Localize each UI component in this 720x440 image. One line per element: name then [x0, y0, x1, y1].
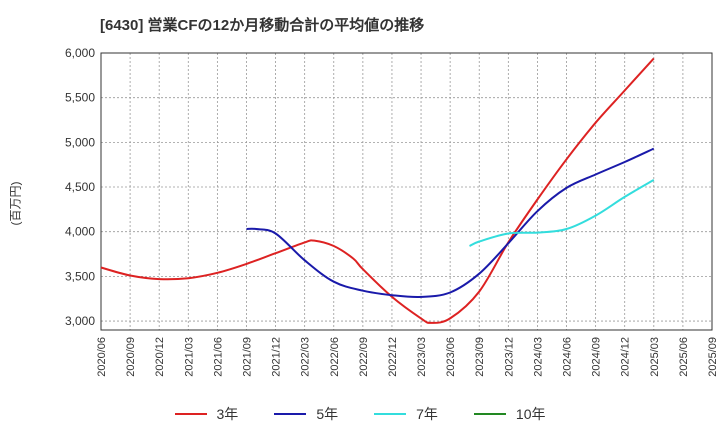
- y-tick-label: 6,000: [65, 46, 95, 60]
- x-tick-label: 2022/03: [300, 337, 312, 377]
- legend-label: 7年: [416, 406, 438, 422]
- y-tick-label: 3,000: [65, 314, 95, 328]
- series-line-5年: [246, 147, 655, 299]
- legend-item: 5年: [274, 404, 338, 424]
- x-tick-label: 2022/12: [387, 337, 399, 377]
- x-tick-label: 2021/03: [183, 337, 195, 377]
- x-tick-label: 2020/09: [125, 337, 137, 377]
- y-tick-label: 5,000: [65, 135, 95, 149]
- x-tick-label: 2021/09: [241, 337, 253, 377]
- y-tick-label: 3,500: [65, 269, 95, 283]
- x-tick-label: 2023/03: [416, 337, 428, 377]
- x-tick-label: 2024/12: [620, 337, 632, 377]
- x-tick-label: 2022/06: [329, 337, 341, 377]
- y-tick-label: 5,500: [65, 91, 95, 105]
- x-tick-label: 2025/06: [678, 337, 690, 377]
- legend-item: 10年: [473, 404, 546, 424]
- chart-legend: 3年 5年 7年 10年: [0, 404, 720, 424]
- plot-frame: [100, 52, 713, 331]
- x-tick-label: 2023/09: [474, 337, 486, 377]
- y-tick-label: 4,000: [65, 225, 95, 239]
- x-tick-label: 2024/09: [591, 337, 603, 377]
- x-tick-label: 2021/06: [212, 337, 224, 377]
- legend-label: 5年: [316, 406, 339, 422]
- x-tick-label: 2023/06: [445, 337, 457, 377]
- plot-background: [101, 53, 712, 330]
- x-tick-label: 2025/03: [649, 337, 661, 377]
- legend-label: 10年: [515, 406, 546, 422]
- legend-label: 3年: [216, 406, 239, 422]
- x-tick-label: 2024/03: [532, 337, 544, 377]
- x-tick-label: 2023/12: [503, 337, 515, 377]
- x-tick-label: 2020/12: [154, 337, 166, 377]
- legend-swatch: [473, 413, 506, 415]
- x-tick-label: 2022/09: [358, 337, 370, 377]
- series-line-7年: [469, 179, 655, 247]
- legend-swatch: [274, 413, 307, 415]
- legend-swatch: [374, 413, 407, 415]
- y-tick-label: 4,500: [65, 180, 95, 194]
- chart-plot: 3,000 3,500 4,000 4,500 5,000 5,500 6,000 2020/…: [65, 46, 719, 377]
- x-tick-label: 2024/06: [562, 337, 574, 377]
- chart-title: [6430] 営業CFの12か月移動合計の平均値の推移: [100, 17, 425, 34]
- series-line-3年: [100, 57, 655, 324]
- legend-swatch: [174, 413, 207, 415]
- legend-item: 7年: [374, 404, 438, 424]
- x-tick-label: 2025/09: [707, 337, 719, 377]
- x-tick-label: 2021/12: [271, 337, 283, 377]
- x-tick-label: 2020/06: [96, 337, 108, 377]
- legend-item: 3年: [174, 404, 239, 424]
